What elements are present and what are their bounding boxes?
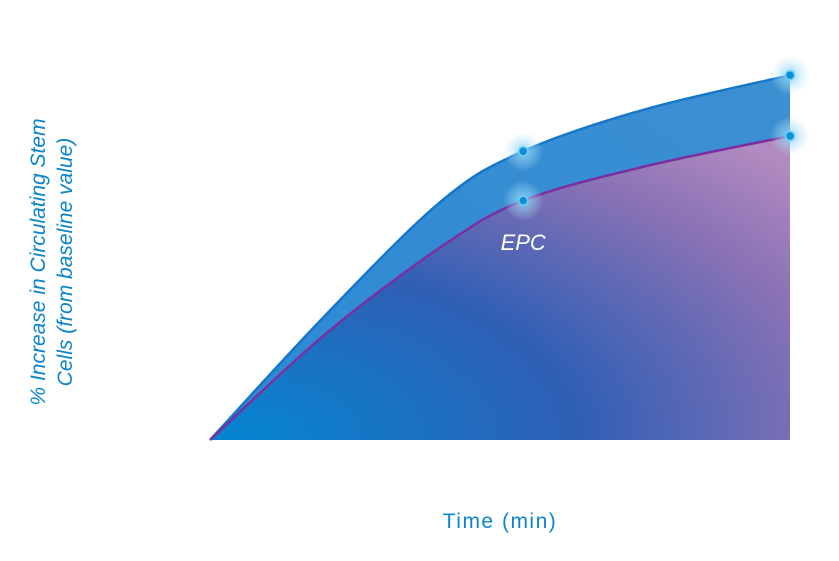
data-point-upper: [517, 145, 529, 157]
y-axis-label-line2: Cells (from baseline value): [54, 137, 77, 387]
x-axis-label: Time (min): [442, 510, 558, 533]
line-upper: [209, 73, 791, 441]
y-axis-label: % Increase in Circulating Stem Cells (fr…: [25, 118, 79, 405]
y-axis-label-line1: % Increase in Circulating Stem: [27, 118, 50, 406]
line-EPC: [209, 134, 791, 441]
data-point-EPC: [784, 130, 796, 142]
epc-annotation: EPC: [501, 230, 546, 255]
data-point-EPC: [517, 195, 529, 206]
data-point-upper: [784, 69, 796, 81]
area-EPC: [210, 136, 790, 440]
